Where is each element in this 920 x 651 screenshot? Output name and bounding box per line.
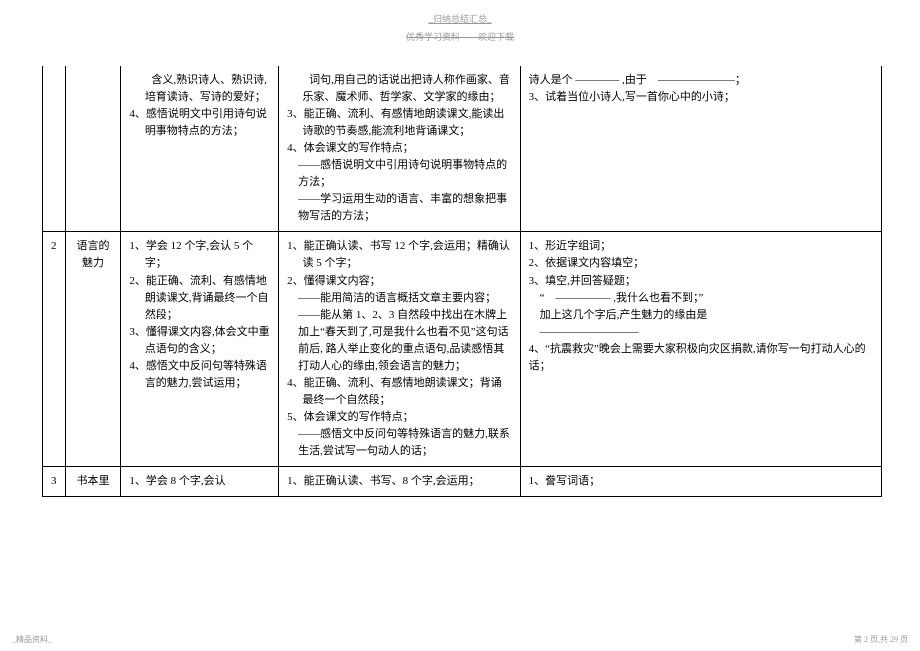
- line: 1、能正确认读、书写 12 个字,会运用；精确认读 5 个字；: [287, 238, 512, 272]
- cell-b: 1、能正确认读、书写、8 个字,会运用；: [279, 467, 521, 497]
- line: 加上这几个字后,产生魅力的缘由是: [529, 307, 873, 324]
- line: ——感悟说明文中引用诗句说明事物特点的方法；: [287, 157, 512, 191]
- cell-num: 3: [43, 467, 66, 497]
- cell-c: 诗人是个 ———— ,由于 ———————； 3、试着当位小诗人,写一首你心中的…: [520, 66, 881, 232]
- line: ——能从第 1、2、3 自然段中找出在木牌上加上“春天到了,可是我什么也看不见”…: [287, 307, 512, 375]
- cell-a: 含义,熟识诗人、熟识诗,培育读诗、写诗的爱好； 4、感悟说明文中引用诗句说明事物…: [121, 66, 279, 232]
- line: 4、“抗震救灾”晚会上需要大家积极向灾区捐款,请你写一句打动人心的话；: [529, 341, 873, 375]
- cell-b: 1、能正确认读、书写 12 个字,会运用；精确认读 5 个字； 2、懂得课文内容…: [279, 232, 521, 467]
- line: 含义,熟识诗人、熟识诗,培育读诗、写诗的爱好；: [129, 72, 270, 106]
- table-row: 2 语言的魅力 1、学会 12 个字,会认 5 个字； 2、能正确、流利、有感情…: [43, 232, 882, 467]
- footer-right: 第 2 页,共 29 页: [854, 634, 908, 645]
- line: 3、懂得课文内容,体会文中重点语句的含义；: [129, 324, 270, 358]
- page-header-sub: 优秀学习资料 - - - 欢迎下载: [406, 30, 514, 43]
- line: 诗人是个 ———— ,由于 ———————；: [529, 72, 873, 89]
- line: 1、学会 12 个字,会认 5 个字；: [129, 238, 270, 272]
- line: ——能用简洁的语言概括文章主要内容；: [287, 290, 512, 307]
- line: ——感悟文中反问句等特殊语言的魅力,联系生活,尝试写一句动人的话；: [287, 426, 512, 460]
- line: 词句,用自己的话说出把诗人称作画家、音乐家、魔术师、哲学家、文学家的缘由；: [287, 72, 512, 106]
- line: 2、能正确、流利、有感情地朗读课文,背诵最终一个自然段；: [129, 273, 270, 324]
- line: —————————: [529, 324, 873, 341]
- line: 4、能正确、流利、有感情地朗读课文；背诵最终一个自然段；: [287, 375, 512, 409]
- line: 4、感悟文中反问句等特殊语言的魅力,尝试运用；: [129, 358, 270, 392]
- line: 2、依据课文内容填空；: [529, 255, 873, 272]
- cell-b: 词句,用自己的话说出把诗人称作画家、音乐家、魔术师、哲学家、文学家的缘由； 3、…: [279, 66, 521, 232]
- line: ——学习运用生动的语言、丰富的想象把事物写活的方法；: [287, 191, 512, 225]
- table-row: 3 书本里 1、学会 8 个字,会认 1、能正确认读、书写、8 个字,会运用； …: [43, 467, 882, 497]
- page-header-top: _归纳总结汇总_: [428, 12, 491, 25]
- lesson-table: 含义,熟识诗人、熟识诗,培育读诗、写诗的爱好； 4、感悟说明文中引用诗句说明事物…: [42, 66, 882, 497]
- table-row: 含义,熟识诗人、熟识诗,培育读诗、写诗的爱好； 4、感悟说明文中引用诗句说明事物…: [43, 66, 882, 232]
- line: 2、懂得课文内容；: [287, 273, 512, 290]
- cell-title: 书本里: [65, 467, 121, 497]
- line: 4、体会课文的写作特点；: [287, 140, 512, 157]
- line: 1、能正确认读、书写、8 个字,会运用；: [287, 473, 512, 490]
- cell-c: 1、形近字组词； 2、依据课文内容填空； 3、填空,并回答疑题； “ —————…: [520, 232, 881, 467]
- line: 3、试着当位小诗人,写一首你心中的小诗；: [529, 89, 873, 106]
- cell-title: 语言的魅力: [65, 232, 121, 467]
- line: 1、学会 8 个字,会认: [129, 473, 270, 490]
- cell-a: 1、学会 12 个字,会认 5 个字； 2、能正确、流利、有感情地朗读课文,背诵…: [121, 232, 279, 467]
- line: 3、填空,并回答疑题；: [529, 273, 873, 290]
- line: 4、感悟说明文中引用诗句说明事物特点的方法；: [129, 106, 270, 140]
- cell-a: 1、学会 8 个字,会认: [121, 467, 279, 497]
- line: 1、誊写词语；: [529, 473, 873, 490]
- cell-title: [65, 66, 121, 232]
- footer-left: _精品资料_: [12, 634, 52, 645]
- line: 1、形近字组词；: [529, 238, 873, 255]
- line: “ ————— ,我什么也看不到；”: [529, 290, 873, 307]
- cell-c: 1、誊写词语；: [520, 467, 881, 497]
- line: 3、能正确、流利、有感情地朗读课文,能读出诗歌的节奏感,能流利地背诵课文；: [287, 106, 512, 140]
- line: 5、体会课文的写作特点；: [287, 409, 512, 426]
- cell-num: 2: [43, 232, 66, 467]
- cell-num: [43, 66, 66, 232]
